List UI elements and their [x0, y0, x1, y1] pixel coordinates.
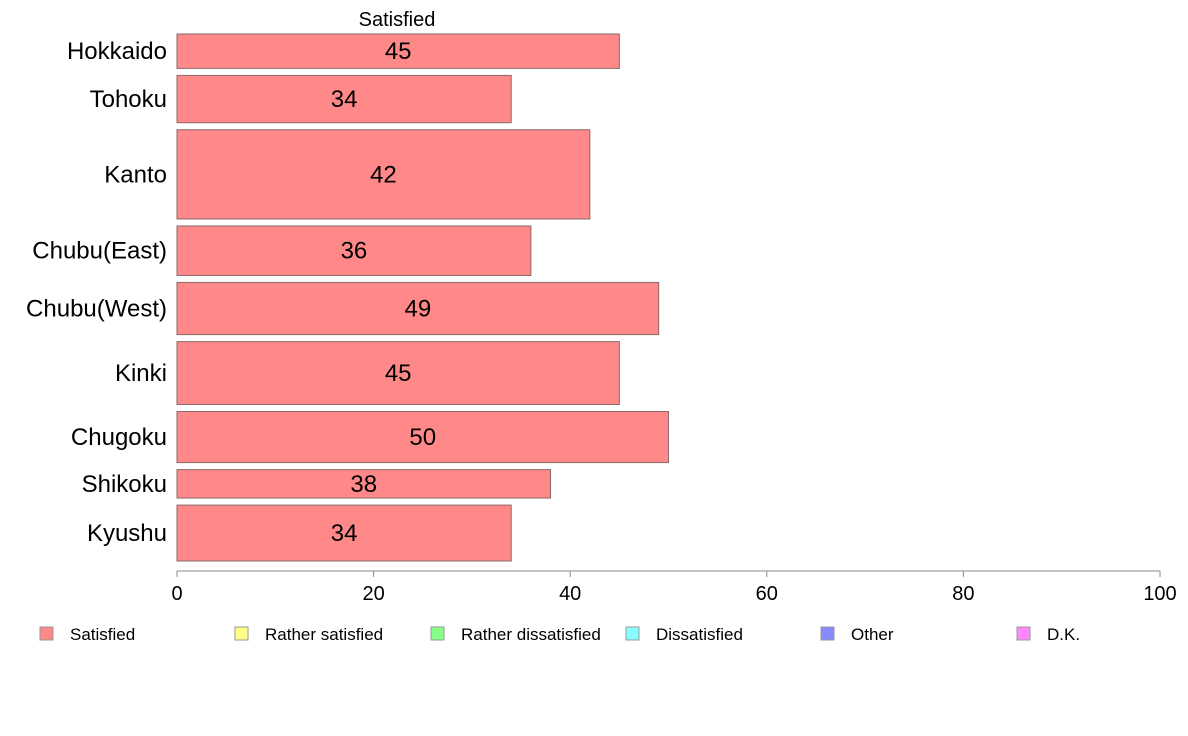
category-label: Chubu(East) — [32, 238, 167, 265]
category-label: Tohoku — [90, 86, 167, 113]
legend-swatch — [820, 626, 835, 641]
category-label: Shikoku — [82, 471, 167, 498]
x-tick-label: 0 — [171, 583, 182, 605]
legend-label: Dissatisfied — [656, 625, 743, 644]
x-tick-label: 40 — [559, 583, 581, 605]
legend-swatch — [39, 626, 54, 641]
bar-kanto — [176, 129, 591, 220]
bar-kinki — [176, 341, 620, 406]
column-header: Satisfied — [359, 9, 436, 31]
data-label: 34 — [331, 520, 358, 547]
bar-chubu-east — [176, 225, 532, 276]
x-tick-label: 100 — [1143, 583, 1176, 605]
legend-label: Rather dissatisfied — [461, 625, 601, 644]
data-label: 50 — [409, 424, 436, 451]
legend-swatch — [625, 626, 640, 641]
legend-label: D.K. — [1047, 625, 1080, 644]
bars-group: Satisfied 45 Hokkaido 34 Tohoku 42 Kanto 36 Chub… — [26, 9, 669, 562]
x-axis: 0 20 40 60 80 100 — [171, 570, 1177, 605]
bar-kyushu — [176, 504, 512, 562]
category-label: Kyushu — [87, 520, 167, 547]
legend-swatch — [430, 626, 445, 641]
data-label: 36 — [341, 238, 368, 265]
bar-hokkaido — [176, 33, 620, 69]
category-label: Chugoku — [71, 424, 167, 451]
data-label: 45 — [385, 360, 412, 387]
legend-label: Other — [851, 625, 894, 644]
bar-tohoku — [176, 74, 512, 124]
bar-chugoku — [176, 411, 669, 464]
x-tick-label: 60 — [756, 583, 778, 605]
data-label: 38 — [350, 471, 377, 498]
legend-label: Satisfied — [70, 625, 135, 644]
legend: Satisfied Rather satisfied Rather dissatis… — [39, 625, 1080, 644]
x-tick-label: 20 — [362, 583, 384, 605]
data-label: 42 — [370, 161, 397, 188]
category-label: Hokkaido — [67, 38, 167, 65]
data-label: 34 — [331, 86, 358, 113]
category-label: Kinki — [115, 360, 167, 387]
x-tick-label: 80 — [952, 583, 974, 605]
legend-swatch — [1016, 626, 1031, 641]
data-label: 45 — [385, 38, 412, 65]
legend-label: Rather satisfied — [265, 625, 383, 644]
category-label: Kanto — [104, 161, 167, 188]
category-label: Chubu(West) — [26, 296, 167, 323]
data-label: 49 — [404, 296, 431, 323]
bar-shikoku — [176, 469, 552, 499]
legend-swatch — [234, 626, 249, 641]
bar-chubu-west — [176, 281, 660, 336]
